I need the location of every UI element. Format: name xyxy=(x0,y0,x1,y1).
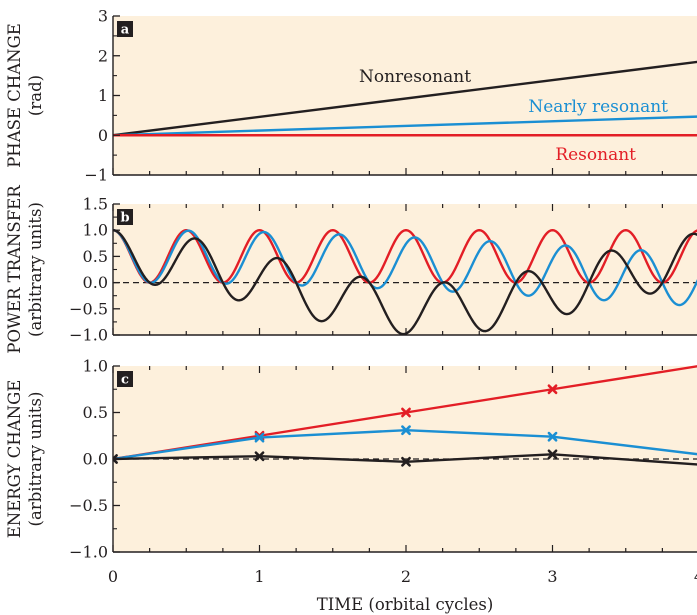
y-tick-label: 0.0 xyxy=(83,450,108,469)
y-tick-label: −0.5 xyxy=(69,299,108,318)
panel-b: −1.0 −0.5 0.0 0.5 1.0 1.5 b POWER TRANSFER (arbi… xyxy=(5,185,697,354)
y-tick-label: −1.0 xyxy=(69,543,108,562)
y-tick-label: 1.5 xyxy=(83,195,108,214)
annotation-nonresonant: Nonresonant xyxy=(359,67,471,87)
panel-tag-label: b xyxy=(120,211,129,226)
y-axis-label: POWER TRANSFER xyxy=(5,185,24,354)
x-tick-label: 3 xyxy=(547,567,557,586)
panel-tag-c xyxy=(117,371,133,387)
x-tick-label: 2 xyxy=(401,567,411,586)
series-line-nearly-resonant xyxy=(113,229,697,307)
series-line-resonant xyxy=(113,229,697,284)
panel-c: −1.0 −0.5 0.0 0.5 1.0 c ENERGY CHANGE (arbitrar… xyxy=(5,357,697,562)
y-tick-label: −1.0 xyxy=(69,326,108,345)
panel-a-series xyxy=(113,60,697,137)
marker-resonant-2 xyxy=(401,407,411,418)
panel-tag-label: a xyxy=(121,23,130,38)
panel-a: −1 0 1 2 3a PHASE CHANGE (rad) Nonresonant Nearl… xyxy=(5,7,697,185)
y-tick-label: 0.5 xyxy=(83,403,108,422)
x-axis: 0 1 2 3 4 TIME (orbital cycles) xyxy=(108,567,697,614)
panel-tag-b xyxy=(117,209,133,225)
panel-a-background xyxy=(113,16,697,175)
y-tick-label: 0 xyxy=(98,126,108,145)
marker-nonresonant-0 xyxy=(113,454,118,464)
panel-tag-a xyxy=(117,21,133,37)
marker-resonant-3 xyxy=(547,384,558,395)
annotation-resonant: Resonant xyxy=(555,145,636,165)
x-tick-label: 0 xyxy=(108,567,118,586)
panel-b-background xyxy=(113,204,697,335)
series-line-nonresonant xyxy=(113,60,697,137)
panel-tag-label: c xyxy=(121,373,129,388)
marker-nearly-resonant-1 xyxy=(254,432,265,443)
y-axis-unit-label: (arbitrary units) xyxy=(26,392,45,527)
marker-nearly-resonant-2 xyxy=(401,425,411,436)
y-tick-label: 3 xyxy=(98,7,108,26)
y-axis-label: PHASE CHANGE xyxy=(5,23,24,168)
x-tick-label: 4 xyxy=(694,567,697,586)
y-axis-unit-label: (arbitrary units) xyxy=(26,202,45,337)
y-axis-label: ENERGY CHANGE xyxy=(5,380,24,539)
marker-nonresonant-1 xyxy=(254,451,265,462)
x-tick-label: 1 xyxy=(254,567,264,586)
marker-nonresonant-2 xyxy=(401,456,411,467)
marker-nearly-resonant-3 xyxy=(547,431,558,442)
marker-nonresonant-3 xyxy=(547,449,558,460)
panel-c-series xyxy=(113,365,697,467)
y-tick-label: −0.5 xyxy=(69,496,108,515)
y-tick-label: 1 xyxy=(98,86,108,105)
series-line-nearly-resonant xyxy=(113,115,697,137)
x-axis-label: TIME (orbital cycles) xyxy=(317,595,494,614)
y-axis-unit-label: (rad) xyxy=(26,75,45,116)
y-tick-label: −1 xyxy=(84,166,108,185)
y-tick-label: 2 xyxy=(98,46,108,65)
y-tick-label: 1.0 xyxy=(83,221,108,240)
annotation-nearly-resonant: Nearly resonant xyxy=(528,97,668,117)
y-tick-label: 1.0 xyxy=(83,357,108,376)
y-tick-label: 0.0 xyxy=(83,273,108,292)
y-tick-label: 0.5 xyxy=(83,247,108,266)
